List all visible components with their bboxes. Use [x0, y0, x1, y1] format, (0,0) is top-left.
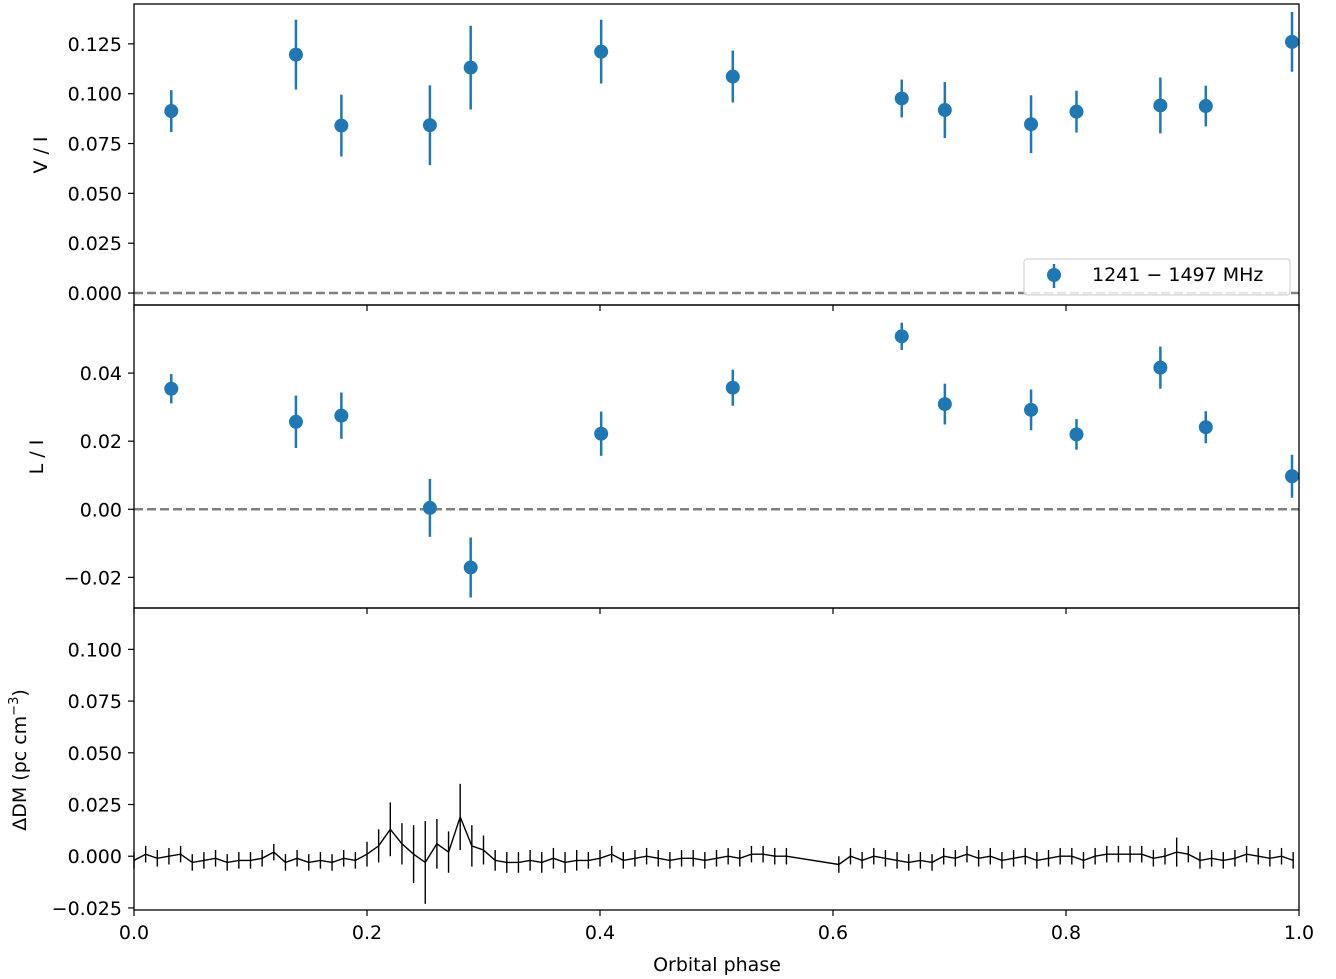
y-tick-label: 0.02: [80, 431, 122, 453]
legend-marker: [1047, 268, 1061, 282]
y-tick-label: 0.000: [68, 846, 122, 868]
y-tick-label: 0.025: [68, 233, 122, 255]
data-point: [937, 397, 952, 412]
y-tick-label: 0.050: [68, 743, 122, 765]
data-point: [594, 44, 609, 59]
y-tick-label: 0.050: [68, 183, 122, 205]
y-tick-label: 0.000: [68, 283, 122, 305]
data-point: [725, 380, 740, 395]
data-point: [1285, 34, 1300, 49]
x-tick-label: 0.6: [818, 922, 848, 944]
data-point: [463, 560, 478, 575]
v-over-i-y-ticks: 0.000 0.025 0.050 0.075 0.100 0.125: [68, 34, 134, 305]
legend-box: [1023, 258, 1291, 296]
x-tick-label: 0.8: [1051, 922, 1081, 944]
data-point: [334, 408, 349, 423]
y-tick-label: 0.100: [68, 639, 122, 661]
data-point: [1285, 469, 1300, 484]
data-point: [894, 329, 909, 344]
data-point: [1153, 360, 1168, 375]
l-over-i-marks: [134, 322, 1300, 598]
legend: 1241 − 1497 MHz: [1023, 258, 1291, 296]
y-tick-label: 0.100: [68, 84, 122, 106]
data-point: [288, 47, 303, 62]
panel-l-over-i: −0.02 0.00 0.02 0.04 L / I: [26, 304, 1300, 614]
delta-dm-y-ticks: −0.025 0.000 0.025 0.050 0.075 0.100: [52, 639, 134, 920]
y-tick-label: 0.04: [80, 363, 122, 385]
x-tick-label: 1.0: [1284, 922, 1314, 944]
y-tick-label: 0.025: [68, 795, 122, 817]
delta-dm-x-ticks: 0.0 0.2 0.4 0.6 0.8 1.0: [119, 910, 1314, 944]
axes-frame: [133, 607, 1300, 911]
delta-dm-marks: [133, 783, 1294, 904]
y-tick-label: −0.025: [52, 898, 122, 920]
x-tick-label: 0.4: [585, 922, 615, 944]
data-point: [1198, 420, 1213, 435]
y-tick-label: 0.075: [68, 134, 122, 156]
data-point: [422, 500, 437, 515]
y-axis-label-delta-dm: ΔDM (pc cm−3): [7, 689, 31, 831]
data-point: [1024, 402, 1039, 417]
x-axis-label: Orbital phase: [653, 954, 781, 976]
data-point: [463, 60, 478, 75]
x-tick-label: 0.0: [119, 922, 149, 944]
y-tick-label: −0.02: [64, 567, 122, 589]
legend-label: 1241 − 1497 MHz: [1092, 264, 1263, 286]
data-point: [894, 91, 909, 106]
data-point: [725, 69, 740, 84]
data-point: [422, 118, 437, 133]
y-tick-label: 0.075: [68, 691, 122, 713]
x-tick-label: 0.2: [352, 922, 382, 944]
data-point: [164, 381, 179, 396]
data-point: [288, 414, 303, 429]
y-tick-label: 0.00: [80, 499, 122, 521]
data-point: [164, 104, 179, 119]
data-point: [1153, 98, 1168, 113]
y-tick-label: 0.125: [68, 34, 122, 56]
l-over-i-y-ticks: −0.02 0.00 0.02 0.04: [64, 363, 134, 589]
data-point: [594, 426, 609, 441]
y-axis-label-v-over-i: V / I: [30, 136, 52, 173]
data-point: [1069, 427, 1084, 442]
panel-v-over-i: 0.000 0.025 0.050 0.075 0.100 0.125 V / I 124…: [30, 3, 1300, 311]
y-axis-label-l-over-i: L / I: [26, 440, 48, 475]
data-point: [1198, 99, 1213, 114]
data-point: [1024, 117, 1039, 132]
dm-series-line: [133, 814, 1294, 866]
data-point: [937, 103, 952, 118]
data-point: [334, 118, 349, 133]
data-point: [1069, 104, 1084, 119]
